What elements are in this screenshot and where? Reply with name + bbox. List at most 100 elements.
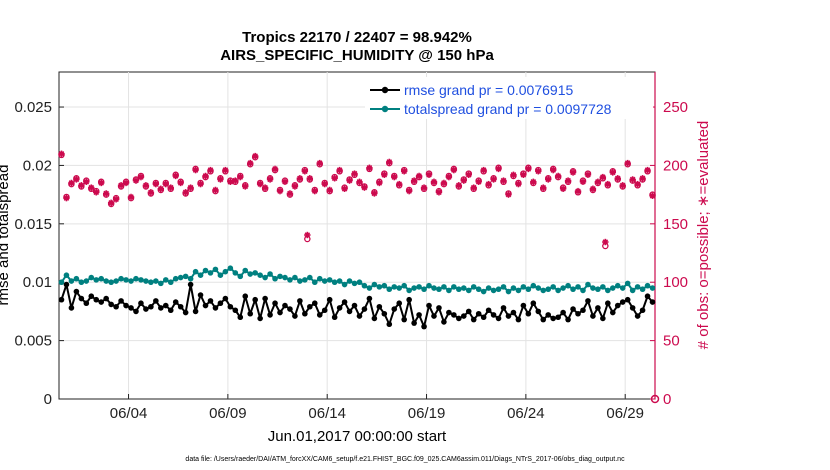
rmse-point [465,308,472,315]
totalspread-point [287,277,293,283]
obs-evaluated-point [112,196,120,203]
obs-evaluated-point [68,179,75,187]
rmse-point [108,301,114,308]
rmse-point [212,305,219,311]
obs-evaluated-point [232,177,239,184]
totalspread-point [158,280,164,287]
rmse-point [118,298,124,304]
totalspread-point [639,286,646,293]
rmse-point [197,292,204,298]
rmse-point [485,307,492,314]
rmse-point [366,295,373,302]
totalspread-point [108,279,114,286]
rmse-point [649,299,656,305]
obs-evaluated-point [281,178,289,185]
totalspread-point [212,266,219,273]
obs-evaluated-point [649,192,656,199]
obs-evaluated-point [480,166,487,174]
rmse-point [535,308,542,315]
obs-evaluated-point [386,158,393,166]
left-axis-ticks: 0 0.005 0.01 0.015 0.02 0.025 [14,99,64,408]
x-tick-label: 06/24 [507,405,545,422]
rmse-point [609,309,616,316]
totalspread-point [451,284,457,290]
obs-evaluated-point [599,173,607,181]
rmse-point [257,315,263,322]
obs-evaluated-point [222,166,229,174]
obs-evaluated-point [102,190,110,197]
data-file-footnote: data file: /Users/raeder/DAI/ATM_forcXX/… [185,456,625,463]
totalspread-point [376,284,383,290]
totalspread-point [351,280,358,287]
obs-evaluated-point [93,189,100,196]
rmse-point [371,315,378,322]
rmse-point [73,288,80,295]
obs-evaluated-point [564,177,572,184]
totalspread-point [460,285,467,291]
totalspread-point [485,285,492,291]
totalspread-point [356,279,363,286]
chart-subtitle: AIRS_SPECIFIC_HUMIDITY @ 150 hPa [220,47,494,64]
totalspread-point [128,278,134,284]
obs-evaluated-point [361,184,368,191]
obs-evaluated-point [251,152,259,160]
obs-evaluated-point [614,175,621,182]
totalspread-point [510,285,517,291]
rmse-point [475,310,482,317]
rmse-point [585,298,591,304]
obs-evaluated-point [366,164,373,171]
rmse-point [103,295,109,302]
totalspread-point [629,287,636,294]
obs-evaluated-point [604,180,612,188]
x-axis-ticks: 06/04 06/09 06/14 06/19 06/24 06/29 [110,394,644,422]
totalspread-point [391,284,398,290]
rmse-point [580,307,586,314]
totalspread-point [436,286,442,293]
obs-zero-marker [650,394,660,404]
obs-evaluated-point [609,169,616,176]
obs-evaluated-point [545,176,552,183]
totalspread-point [495,286,502,293]
totalspread-point [550,284,556,290]
obs-evaluated-point [78,182,85,189]
rmse-point [605,300,611,307]
obs-evaluated-point [644,166,651,174]
rmse-point [391,306,398,312]
obs-evaluated-point [485,180,492,188]
rmse-point [406,296,412,303]
rmse-point [376,303,383,310]
legend-rmse-label: rmse grand pr = 0.0076915 [404,82,573,98]
totalspread-point [366,285,373,291]
obs-evaluated-point [162,180,169,188]
rmse-point [232,307,239,314]
totalspread-point [605,287,611,294]
totalspread-point [257,272,263,279]
obs-evaluated-point [137,173,145,181]
rmse-point [207,298,214,304]
totalspread-point [138,277,144,283]
obs-evaluated-point [500,177,507,184]
rmse-point [441,319,447,325]
rmse-point [520,302,527,309]
obs-evaluated-point [306,175,314,182]
x-axis-label: Jun.01,2017 00:00:00 start [268,428,447,445]
totalspread-point [73,275,80,282]
obs-evaluated-point [276,187,284,195]
rmse-point [262,295,268,302]
obs-evaluated-point [495,165,502,173]
legend-spread-label: totalspread grand pr = 0.0097728 [404,101,612,117]
totalspread-point [311,279,318,286]
obs-evaluated-point [520,171,527,178]
rmse-point [460,313,467,319]
obs-evaluated-point [410,177,418,184]
y-axis-label-right: # of obs: o=possible; ∗=evaluated [695,121,712,350]
obs-evaluated-point [540,184,547,191]
rmse-point [634,313,641,319]
rmse-point [565,316,571,323]
obs-evaluated-point [594,178,602,185]
obs-evaluated-point [425,171,433,178]
totalspread-point [192,268,199,275]
obs-evaluated-point [88,184,95,191]
rmse-point [316,312,323,318]
totalspread-point [535,285,542,291]
